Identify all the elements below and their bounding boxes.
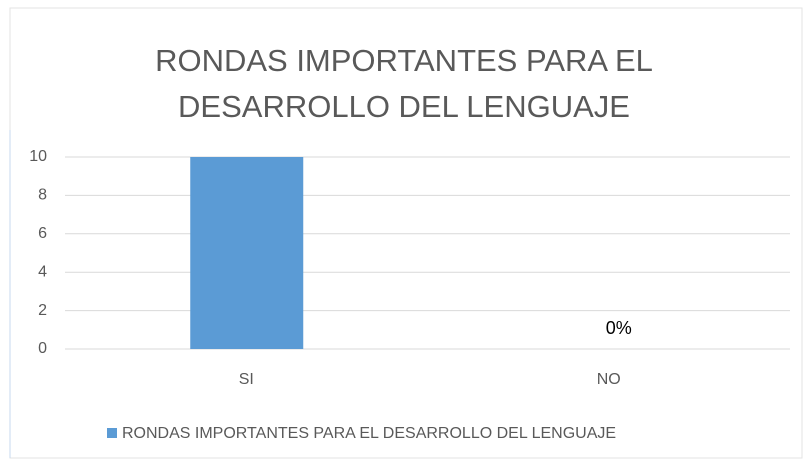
legend-swatch (107, 428, 117, 438)
y-tick-label: 4 (38, 263, 47, 280)
y-tick-label: 10 (29, 148, 47, 165)
data-label: 0% (606, 318, 632, 338)
y-tick-label: 2 (38, 302, 47, 319)
y-tick-label: 0 (38, 340, 47, 357)
legend-label: RONDAS IMPORTANTES PARA EL DESARROLLO DE… (122, 425, 616, 442)
chart-title: RONDAS IMPORTANTES PARA EL DESARROLLO DE… (155, 43, 653, 124)
x-tick-label: SI (239, 371, 254, 388)
y-tick-label: 8 (38, 187, 47, 204)
y-tick-label: 6 (38, 225, 47, 242)
x-tick-label: NO (597, 371, 621, 388)
bar (190, 157, 304, 349)
